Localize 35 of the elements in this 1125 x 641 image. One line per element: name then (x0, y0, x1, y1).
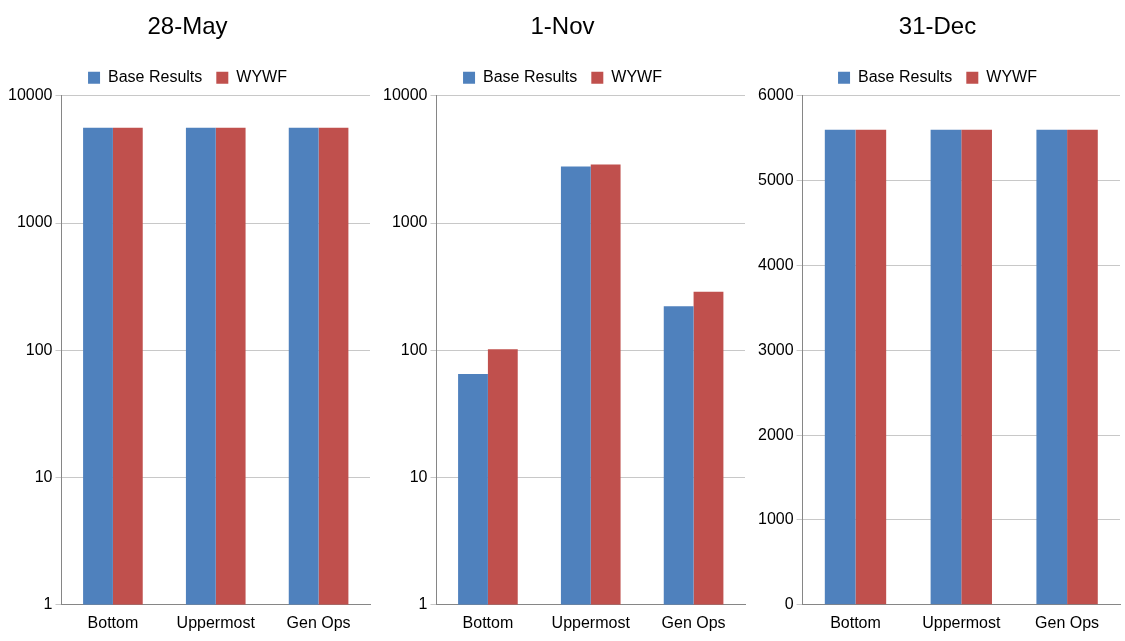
x-tick-label: Gen Ops (661, 613, 726, 631)
y-tick-label: 6000 (758, 86, 794, 104)
y-tick-label: 10 (34, 467, 53, 485)
x-tick-label: Gen Ops (286, 613, 351, 631)
chart-title: 31-Dec (898, 12, 977, 40)
y-tick-label: 3000 (758, 340, 794, 358)
y-tick-label: 0 (784, 595, 794, 613)
x-tick-label: Uppermost (551, 613, 631, 631)
x-tick-label: Bottom (462, 613, 514, 631)
y-tick-label: 1 (43, 595, 53, 613)
y-tick-label: 100 (25, 340, 53, 358)
x-tick-label: Bottom (830, 613, 881, 631)
y-tick-label: 10000 (7, 86, 53, 104)
y-tick-label: 10000 (382, 86, 428, 104)
legend-label: Base Results (483, 68, 578, 86)
legend-label: Base Results (858, 68, 953, 86)
x-tick-label: Gen Ops (1035, 613, 1100, 631)
x-tick-label: Bottom (87, 613, 139, 631)
y-tick-label: 100 (400, 340, 428, 358)
y-tick-label: 1000 (758, 510, 794, 528)
chart-title: 28-May (147, 12, 228, 40)
y-tick-label: 2000 (758, 425, 794, 443)
y-tick-label: 1 (418, 595, 428, 613)
y-tick-label: 1000 (391, 213, 428, 231)
y-tick-label: 1000 (16, 213, 53, 231)
x-tick-label: Uppermost (922, 613, 1001, 631)
chart-title: 1-Nov (530, 12, 595, 40)
legend-label: WYWF (986, 68, 1038, 86)
y-tick-label: 10 (409, 467, 428, 485)
x-tick-label: Uppermost (176, 613, 256, 631)
legend-label: Base Results (108, 68, 203, 86)
legend-label: WYWF (611, 68, 663, 86)
y-tick-label: 4000 (758, 255, 794, 273)
y-tick-label: 5000 (758, 171, 794, 189)
legend-label: WYWF (236, 68, 288, 86)
